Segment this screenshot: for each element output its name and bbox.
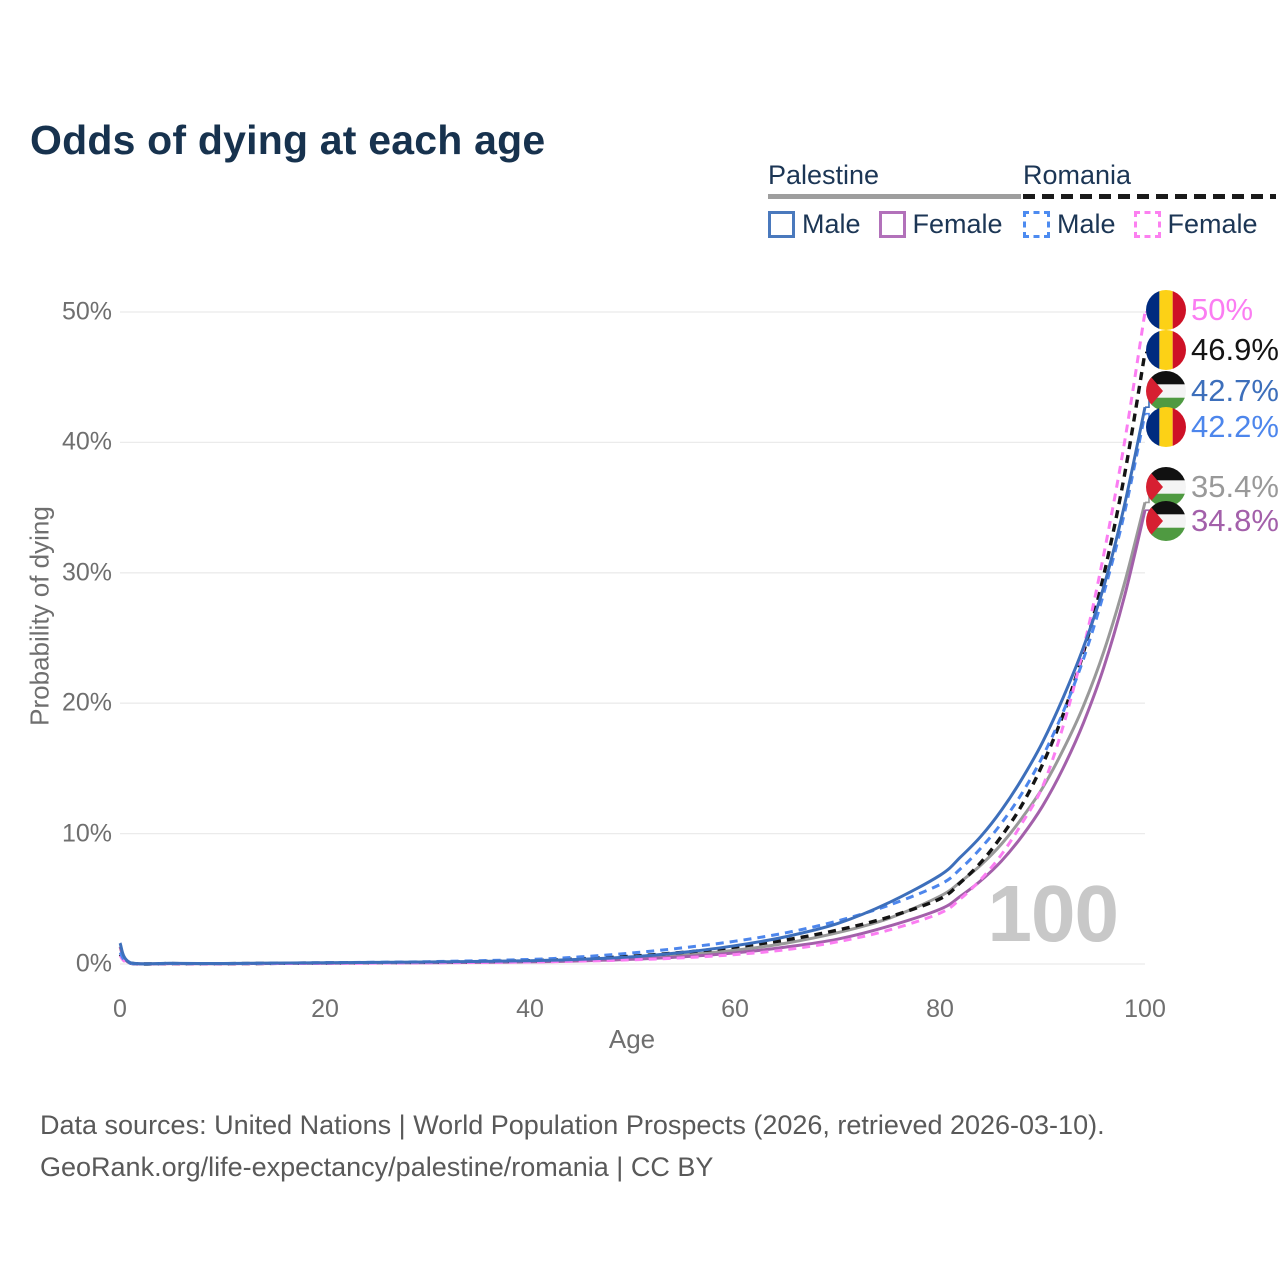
y-tick-label: 30% [61, 558, 112, 587]
legend-swatch-dashed [1133, 211, 1161, 238]
y-axis-title: Probability of dying [24, 506, 55, 726]
series-line-pal_m [118, 406, 1147, 966]
page-title: Odds of dying at each age [30, 117, 546, 164]
legend-line-style-sample [1023, 194, 1276, 199]
palestine-flag-icon [1146, 371, 1186, 411]
legend-swatch-solid [768, 211, 795, 238]
romania-flag-icon [1146, 330, 1186, 370]
legend-item-palestine-female[interactable]: Female [878, 209, 1003, 240]
end-label-value: 46.9% [1191, 332, 1279, 367]
end-label-value: 35.4% [1191, 469, 1279, 504]
end-label-rom_b: 46.9% [1146, 330, 1279, 370]
end-label-pal_b: 35.4% [1146, 467, 1279, 507]
end-label-pal_m: 42.7% [1146, 371, 1279, 411]
y-tick-label: 20% [61, 688, 112, 717]
y-tick-label: 40% [61, 427, 112, 456]
end-label-value: 34.8% [1191, 503, 1279, 538]
legend-swatch-solid [878, 211, 906, 238]
x-tick-label: 60 [721, 995, 749, 1023]
series-line-rom_f [118, 311, 1147, 966]
x-tick-label: 0 [113, 995, 127, 1023]
end-label-rom_f: 50% [1146, 290, 1253, 330]
end-label-pal_f: 34.8% [1146, 501, 1279, 541]
legend-item-label: Female [912, 209, 1003, 239]
x-tick-label: 80 [926, 995, 954, 1023]
legend-group-palestine: Palestine Male Female [768, 160, 1021, 240]
end-label-value: 42.2% [1191, 409, 1279, 444]
end-label-value: 42.7% [1191, 373, 1279, 408]
y-tick-label: 0% [75, 949, 112, 978]
legend-item-label: Male [802, 209, 861, 239]
y-tick-label: 10% [61, 819, 112, 848]
end-label-value: 50% [1191, 292, 1254, 327]
x-tick-label: 40 [516, 995, 544, 1023]
legend-country-label: Palestine [768, 160, 880, 190]
footer-sources: Data sources: United Nations | World Pop… [40, 1110, 1105, 1140]
legend-item-label: Female [1167, 209, 1258, 239]
footer-attribution: GeoRank.org/life-expectancy/palestine/ro… [40, 1152, 714, 1182]
y-tick-label: 50% [61, 297, 112, 326]
legend-country-label: Romania [1023, 160, 1132, 190]
romania-flag-icon [1146, 407, 1186, 447]
legend-group-romania: Romania Male Female [1023, 160, 1276, 240]
palestine-flag-icon [1146, 467, 1186, 507]
romania-flag-icon [1146, 290, 1186, 330]
footer: Data sources: United Nations | World Pop… [40, 1104, 1105, 1188]
legend-swatch-dashed [1023, 211, 1050, 238]
palestine-flag-icon [1146, 501, 1186, 541]
legend-item-romania-female[interactable]: Female [1133, 209, 1258, 240]
age-watermark: 100 [987, 869, 1119, 958]
x-tick-label: 20 [311, 995, 339, 1023]
legend-item-label: Male [1057, 209, 1116, 239]
x-tick-label: 100 [1124, 995, 1166, 1023]
end-label-rom_m: 42.2% [1146, 407, 1279, 447]
legend-item-palestine-male[interactable]: Male [768, 209, 861, 240]
legend-line-style-sample [768, 194, 1021, 199]
legend-item-romania-male[interactable]: Male [1023, 209, 1116, 240]
x-axis-title: Age [608, 1024, 656, 1054]
